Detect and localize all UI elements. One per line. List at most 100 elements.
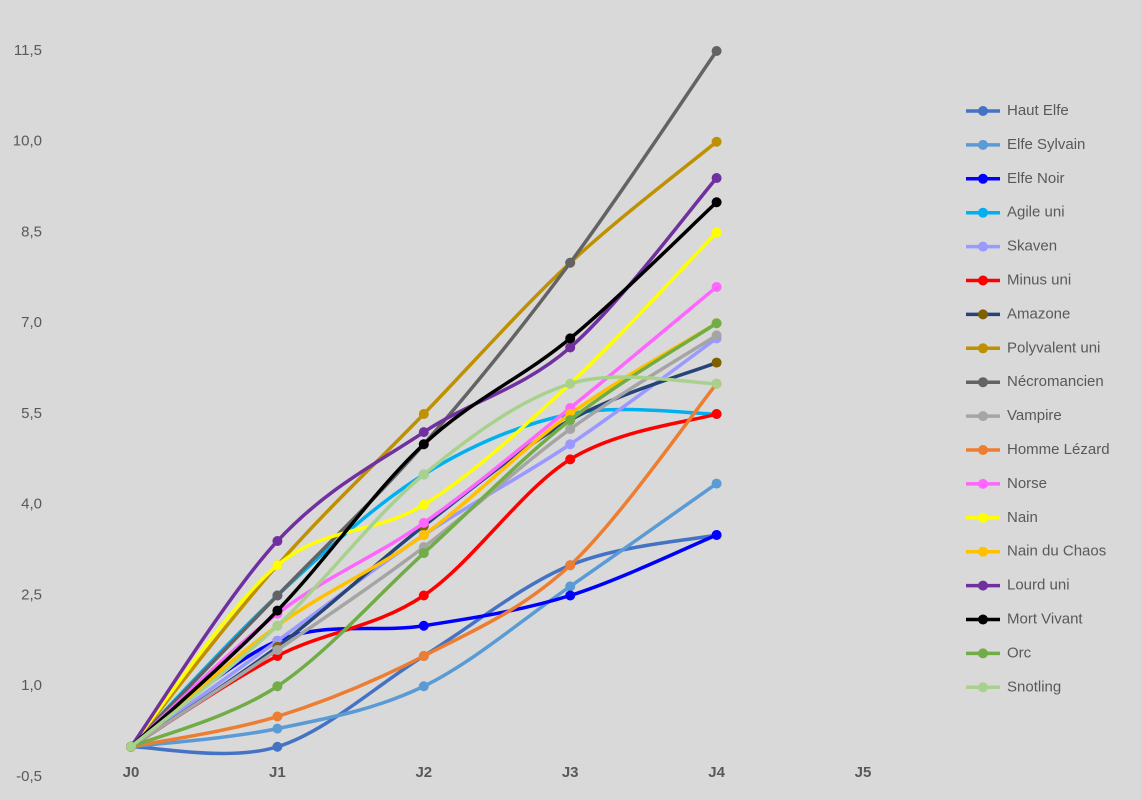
series-line [129,407,717,748]
data-point [272,560,283,571]
legend-label: Vampire [1007,407,1062,424]
legend-marker [978,614,988,625]
data-point [711,378,722,389]
data-point [565,378,576,389]
legend-marker [978,139,988,150]
data-point [711,530,722,540]
data-point [418,681,429,692]
data-point [711,136,722,147]
legend-label: Orc [1007,644,1032,661]
data-point [272,723,283,734]
y-tick-label: 1,0 [21,677,42,694]
x-tick-label: J1 [269,764,286,781]
data-point [565,424,576,435]
data-point [565,454,576,465]
legend-label: Homme Lézard [1007,441,1110,458]
legend-marker [978,343,988,354]
legend-label: Elfe Noir [1007,170,1065,187]
y-tick-label: 4,0 [21,496,42,513]
legend-marker [978,682,988,693]
series-line [130,382,718,749]
data-point [711,197,722,208]
data-point [711,173,722,184]
data-point [272,536,283,547]
data-point [418,409,429,419]
series-line [129,176,718,748]
data-point [711,478,722,489]
data-point [272,590,283,601]
data-point [418,590,429,601]
data-point [272,711,283,722]
legend-marker [978,173,988,184]
data-point [711,318,722,329]
legend-label: Norse [1007,475,1047,492]
y-tick-label: 7,0 [21,314,42,331]
data-point [711,409,722,419]
data-point [126,741,136,752]
legend-label: Amazone [1007,305,1070,322]
legend-marker [978,478,988,489]
data-point [418,499,429,510]
data-point [272,620,283,631]
data-point [565,415,576,426]
data-point [711,46,722,56]
y-tick-label: 2,5 [21,586,42,603]
legend-label: Minus uni [1007,271,1071,288]
data-point [711,357,722,368]
series-line [129,231,718,748]
data-point [711,330,722,341]
y-tick-label: 10,0 [13,133,42,150]
y-tick-label: 5,5 [21,405,42,422]
data-point [565,560,576,571]
data-point [565,333,576,344]
legend-marker [978,207,988,218]
data-point [418,651,429,661]
data-point [418,530,429,540]
x-tick-label: J2 [415,764,432,781]
legend-label: Polyvalent uni [1007,339,1100,356]
data-point [565,257,576,268]
data-point [418,469,429,480]
y-tick-label: 11,5 [14,42,42,59]
legend-marker [978,445,988,455]
data-point [565,581,576,592]
x-tick-label: J3 [562,764,579,781]
legend-marker [978,309,988,320]
legend-label: Skaven [1007,238,1057,255]
series-line [129,50,719,748]
legend-marker [978,580,988,591]
legend-marker [978,411,988,422]
legend-label: Mort Vivant [1007,610,1083,627]
data-point [418,439,429,450]
data-point [711,281,722,292]
series-line [130,412,718,749]
legend-marker [978,377,988,388]
legend-label: Haut Elfe [1007,102,1069,119]
legend-marker [978,106,988,116]
legend-marker [978,512,988,523]
series-line [130,533,717,756]
x-tick-label: J4 [708,764,725,781]
y-tick-label: 8,5 [21,223,42,240]
legend-marker [978,546,988,557]
data-point [418,517,429,528]
data-point [272,605,283,616]
data-point [565,439,576,450]
data-point [565,590,576,601]
legend-label: Snotling [1007,678,1061,695]
legend-label: Nain du Chaos [1007,543,1106,560]
x-tick-label: J5 [855,764,872,781]
x-tick-label: J0 [123,764,140,781]
data-point [565,342,576,353]
data-point [418,620,429,631]
data-point [418,427,429,438]
legend-label: Elfe Sylvain [1007,136,1085,153]
data-point [711,227,722,238]
legend-marker [978,275,988,286]
legend-label: Agile uni [1007,204,1065,221]
legend-marker [978,241,988,252]
legend-label: Nain [1007,509,1038,526]
data-point [272,644,283,655]
